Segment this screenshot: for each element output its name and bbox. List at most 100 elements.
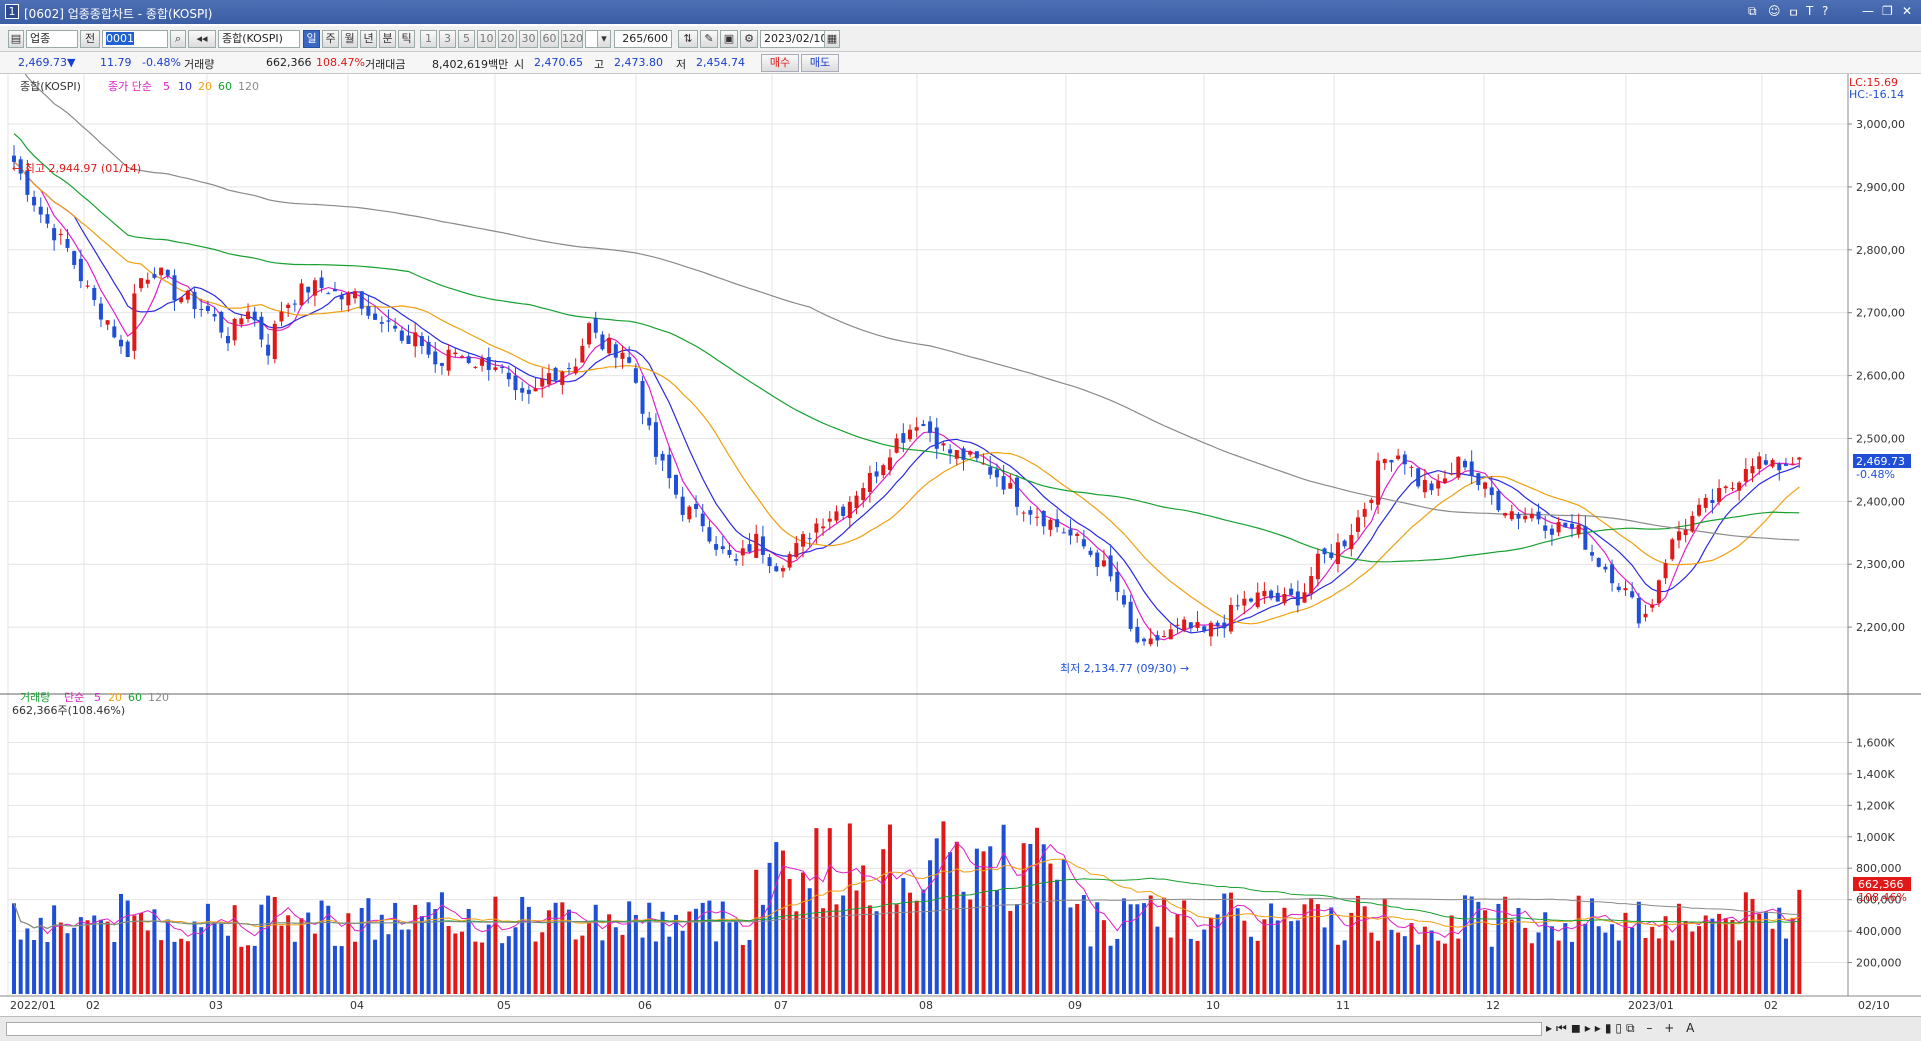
volume-bar	[566, 909, 571, 994]
volume-bar	[1095, 902, 1100, 994]
volume-bar	[908, 892, 913, 994]
volume-bar	[1429, 930, 1434, 994]
volume-bar	[292, 941, 297, 994]
chevron-down-icon[interactable]: ▾	[597, 30, 611, 48]
font-icon[interactable]: T	[1806, 4, 1814, 18]
candle	[1255, 592, 1260, 608]
candle	[1576, 524, 1581, 535]
window-number: 1	[5, 4, 19, 19]
candle	[1001, 476, 1006, 490]
volume-bar	[841, 895, 846, 994]
volume-bar	[480, 942, 485, 994]
vol-ma60-legend: 60	[128, 691, 142, 704]
speaker-icon[interactable]: ◂◂	[188, 30, 216, 48]
minute-20[interactable]: 20	[498, 30, 517, 48]
layout-icon[interactable]: ▤	[8, 30, 24, 48]
candle	[65, 239, 70, 248]
period-minute[interactable]: 분	[379, 30, 396, 48]
volume-bar	[1442, 943, 1447, 994]
candle	[1409, 466, 1414, 468]
buy-button[interactable]: 매수	[761, 54, 799, 72]
pin-icon[interactable]: ㅁ	[1788, 6, 1800, 20]
volume-bar	[326, 905, 331, 994]
candle	[1743, 468, 1748, 482]
minute-120[interactable]: 120	[561, 30, 583, 48]
volume-bar	[1282, 907, 1287, 994]
candle	[1275, 592, 1280, 602]
minute-1[interactable]: 1	[420, 30, 437, 48]
volume-bar	[426, 902, 431, 994]
candle	[867, 472, 872, 492]
minute-60[interactable]: 60	[540, 30, 559, 48]
minute-3[interactable]: 3	[439, 30, 456, 48]
period-tick[interactable]: 틱	[398, 30, 415, 48]
minimize-icon[interactable]: —	[1862, 4, 1874, 18]
candle	[165, 269, 170, 276]
minute-5[interactable]: 5	[458, 30, 475, 48]
scroll-bar[interactable]: ▸⏮◼▸▸▮▯⧉ – + A	[0, 1016, 1921, 1041]
candle	[1710, 499, 1715, 503]
category-select[interactable]: 업종	[26, 30, 78, 48]
volume-bar	[526, 906, 531, 994]
chart-type-icon[interactable]: ⇅	[678, 30, 698, 48]
count-field[interactable]: 265/600	[614, 30, 672, 48]
low-value: 2,454.74	[696, 56, 745, 69]
volume-bar	[1008, 910, 1013, 994]
volume-bar	[373, 939, 378, 994]
scroll-track[interactable]	[6, 1022, 1542, 1036]
gear-icon[interactable]: ⚙	[740, 30, 758, 48]
search-icon[interactable]: ⌕	[170, 30, 186, 48]
close-icon[interactable]: ✕	[1902, 4, 1913, 18]
sell-button[interactable]: 매도	[801, 54, 839, 72]
low-label: 저	[676, 58, 687, 71]
candle	[1242, 598, 1247, 606]
volume-bar	[1376, 940, 1381, 994]
candle	[433, 351, 438, 365]
volume-bar	[1630, 927, 1635, 994]
volume-bar	[105, 921, 110, 994]
code-input[interactable]: 0001	[102, 30, 168, 48]
candle	[1509, 511, 1514, 520]
candle	[1322, 548, 1327, 555]
volume-bar	[332, 945, 337, 994]
navigation-icon[interactable]: ▸⏮◼▸▸▮▯⧉ – + A	[1546, 1021, 1699, 1035]
kind-button[interactable]: 전	[80, 30, 100, 48]
user-icon[interactable]: ☺	[1768, 4, 1781, 18]
candle	[727, 549, 732, 555]
candle	[1730, 487, 1735, 489]
candle	[1683, 529, 1688, 536]
month-label: 2022/01	[10, 999, 56, 1012]
candle	[98, 303, 103, 320]
draw-icon[interactable]: ✎	[700, 30, 718, 48]
volume-bar	[1770, 928, 1775, 994]
period-month[interactable]: 월	[341, 30, 358, 48]
save-icon[interactable]: ▣	[720, 30, 738, 48]
volume-bar	[1603, 932, 1608, 994]
volume-bar	[1690, 931, 1695, 994]
minute-30[interactable]: 30	[519, 30, 538, 48]
volume-bar	[1436, 940, 1441, 994]
maximize-icon[interactable]: ❐	[1882, 4, 1893, 18]
candle	[1422, 479, 1427, 493]
candle	[1630, 591, 1635, 598]
month-label: 08	[919, 999, 933, 1012]
price-volume-chart[interactable]: 3,000,00 2,900,00 2,800,00 2,700,00 2,600,00…	[0, 74, 1921, 1016]
help-icon[interactable]: ?	[1822, 4, 1829, 18]
candle	[941, 443, 946, 446]
period-day[interactable]: 일	[303, 30, 320, 48]
candle	[747, 544, 752, 552]
candle	[12, 155, 17, 162]
volume-bar	[1215, 914, 1220, 994]
candle	[1115, 571, 1120, 593]
restore-icon[interactable]: ⧉	[1748, 4, 1757, 18]
candle	[1356, 517, 1361, 532]
minute-10[interactable]: 10	[477, 30, 496, 48]
volume-bar	[1382, 898, 1387, 994]
volume-bar	[1529, 943, 1534, 994]
candle	[339, 295, 344, 300]
period-year[interactable]: 년	[360, 30, 377, 48]
volume-bar	[887, 824, 892, 994]
period-week[interactable]: 주	[322, 30, 339, 48]
candle	[199, 308, 204, 310]
calendar-icon[interactable]: ▦	[824, 30, 840, 48]
